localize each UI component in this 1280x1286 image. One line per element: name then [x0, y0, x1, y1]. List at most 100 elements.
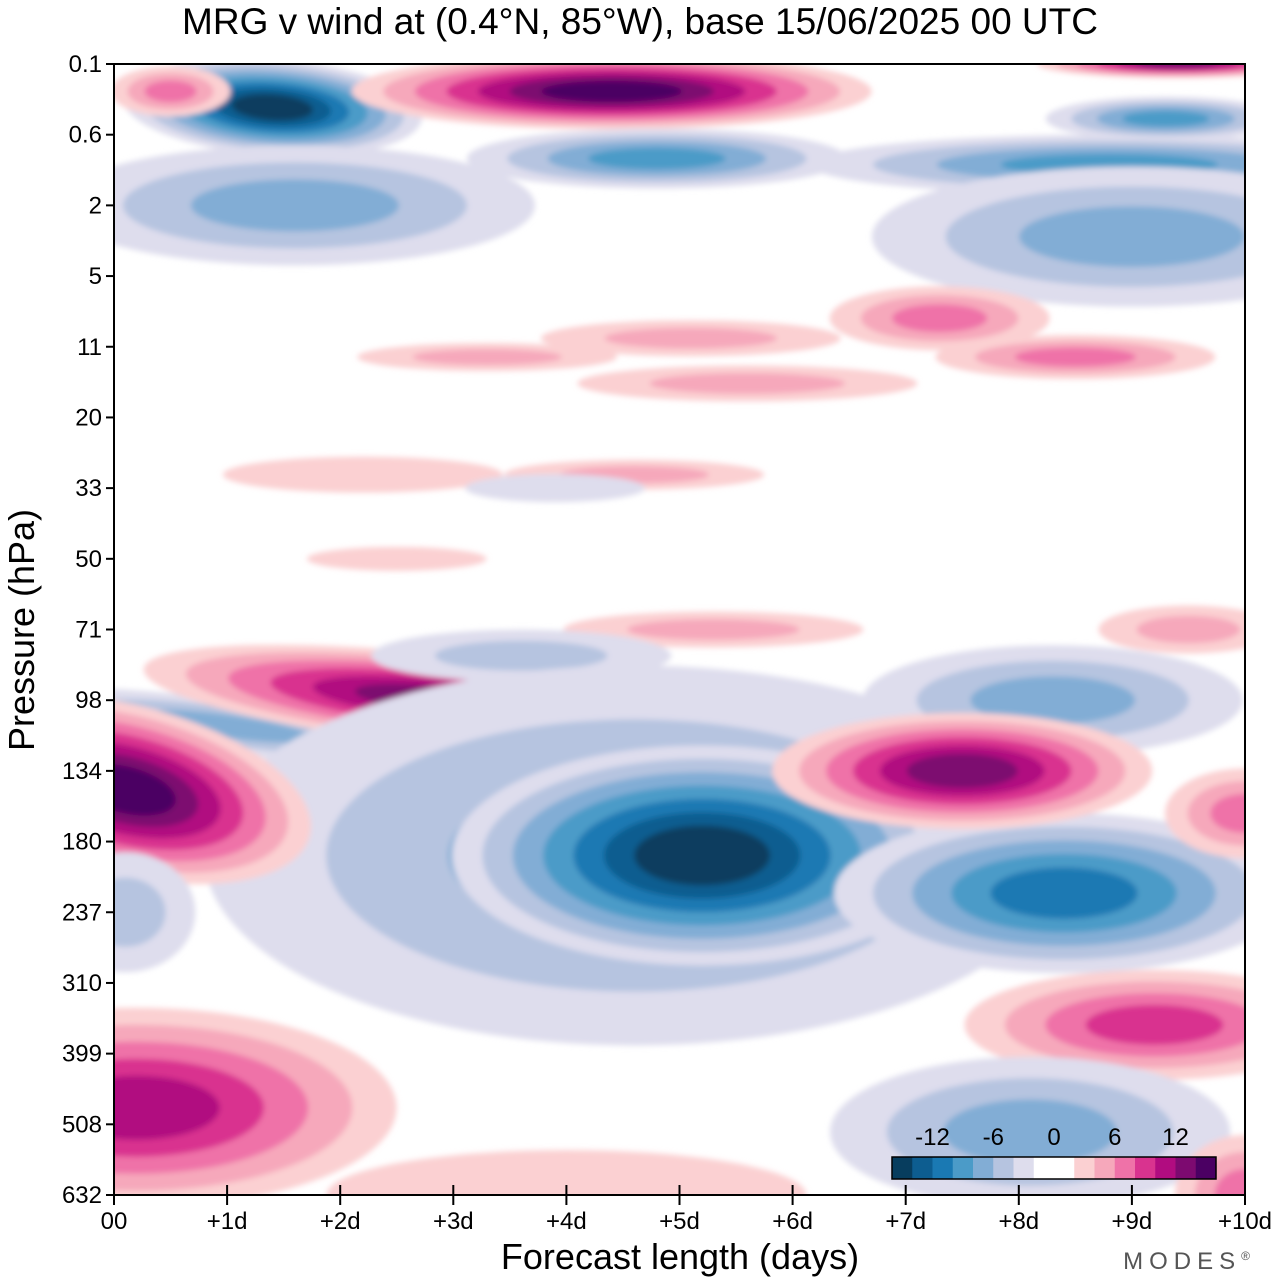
field-upper-left-blue-level [231, 94, 313, 121]
y-tick-label: 0.6 [69, 122, 102, 149]
colorbar-label: 0 [1047, 1124, 1060, 1151]
field-pink-50-level [306, 546, 487, 571]
colorbar-swatch [1033, 1157, 1055, 1179]
field-blue-1d-level [190, 179, 399, 232]
y-tick-label: 11 [77, 334, 102, 361]
field-pink-lower-mid [326, 1150, 807, 1195]
brand-logo: MODES® [1123, 1248, 1256, 1276]
field-pink-71-right-level [1136, 615, 1241, 644]
field-upper-blue-far-level [1122, 110, 1210, 127]
field-upper-blue-far [1045, 96, 1245, 141]
colorbar-label: 6 [1108, 1124, 1121, 1151]
field-pink-8d-level [1014, 347, 1137, 367]
field-positive-right-level [906, 753, 1018, 788]
field-upper-pink-left-level [144, 80, 197, 103]
field-upper-purple [351, 64, 872, 130]
plot-area [114, 64, 1245, 1195]
field-pink-71 [563, 611, 864, 648]
colorbar-swatch [952, 1157, 974, 1179]
colorbar-swatch [993, 1157, 1014, 1179]
colorbar-swatch [1054, 1157, 1075, 1179]
colorbar-swatch [1175, 1157, 1197, 1179]
field-positive-left [114, 695, 311, 885]
field-pink-5d [540, 320, 841, 357]
field-positive-lower-left [114, 1007, 397, 1195]
colorbar-swatch [1195, 1157, 1217, 1179]
colorbar-label: -6 [983, 1124, 1004, 1151]
y-tick-label: 237 [62, 899, 102, 926]
field-upper-right-purple [1037, 64, 1245, 78]
y-tick-label: 180 [62, 829, 102, 856]
y-tick-label: 2 [89, 192, 102, 219]
y-tick-label: 98 [75, 687, 102, 714]
y-tick-label: 310 [62, 970, 102, 997]
colorbar-swatch [973, 1157, 994, 1179]
field-pink-7d-level [891, 304, 988, 333]
field-pink-5d-b-level [649, 373, 846, 394]
y-tick-label: 0.1 [69, 51, 102, 78]
field-pink-2d [222, 456, 503, 493]
colorbar-swatch [1155, 1157, 1176, 1179]
colorbar-label: -12 [915, 1124, 950, 1151]
field-upper-pink-left [114, 66, 231, 117]
y-tick-label: 71 [75, 617, 102, 644]
field-upper-blue-mid-level [588, 147, 726, 170]
colorbar-swatch [1135, 1157, 1156, 1179]
field-upper-purple-level [541, 81, 683, 102]
y-axis: 0.1 0.6 2 5 11 20 33 50 71 98 134 180 237 310 399 508 63… [62, 51, 114, 1209]
colorbar-swatch [1074, 1157, 1095, 1179]
x-axis: 00 +1d +2d +3d +4d +5d +6d +7d +8d +9d +10d [101, 1185, 1272, 1235]
field-blue-lower-right-level [943, 1099, 1117, 1165]
x-tick-label: +8d [998, 1208, 1039, 1235]
field-positive-lower-right [964, 969, 1245, 1080]
x-tick-label: +2d [320, 1208, 361, 1235]
y-tick-label: 50 [75, 546, 102, 573]
y-tick-label: 632 [62, 1182, 102, 1209]
x-tick-label: +5d [659, 1208, 700, 1235]
colorbar-frame [891, 1156, 1217, 1180]
field-pink-7d [829, 286, 1050, 351]
field-blue-4d-level [465, 474, 646, 503]
field-blue-band-top-level [141, 709, 313, 743]
colorbar: -12 -6 0 6 12 [891, 1124, 1217, 1180]
colorbar-swatch [1094, 1157, 1116, 1179]
x-tick-label: +3d [433, 1208, 474, 1235]
colorbar-swatch [1114, 1157, 1136, 1179]
colorbar-swatch [912, 1157, 933, 1179]
y-tick-label: 20 [75, 404, 102, 431]
colorbar-swatch [892, 1157, 913, 1179]
colorbar-swatch [1013, 1157, 1035, 1179]
field-pink-8d [935, 335, 1216, 380]
x-tick-label: +9d [1112, 1208, 1153, 1235]
field-positive-left-level [114, 764, 176, 816]
x-tick-label: +6d [772, 1208, 813, 1235]
field-pink-right-edge [1165, 768, 1245, 859]
x-tick-label: 00 [101, 1208, 128, 1235]
chart-title: MRG v wind at (0.4°N, 85°W), base 15/06/… [182, 1, 1098, 42]
field-negative-right-level [990, 867, 1138, 919]
y-tick-label: 134 [62, 758, 102, 785]
x-tick-label: +7d [885, 1208, 926, 1235]
y-tick-label: 5 [89, 263, 102, 290]
field-blue-4d [465, 474, 646, 503]
field-negative-core-level [634, 825, 770, 886]
field-blue-237-level [114, 877, 166, 947]
field-pink-71-right [1098, 605, 1245, 654]
field-positive-lower-right-level [1085, 1004, 1224, 1045]
x-tick-label: +1d [207, 1208, 248, 1235]
y-tick-label: 399 [62, 1041, 102, 1068]
field-blue-8d-upper-level [970, 676, 1136, 725]
field-blue-9d-level [1019, 206, 1245, 267]
field-blue-237 [114, 852, 196, 973]
colorbar-label: 12 [1162, 1124, 1189, 1151]
x-tick-label: +10d [1218, 1208, 1272, 1235]
field-upper-right-purple-level [1136, 64, 1218, 69]
field-upper-blue-mid [466, 128, 847, 189]
field-pink-5d-b [577, 365, 918, 402]
x-axis-label: Forecast length (days) [500, 1236, 860, 1277]
field-pink-71-level [627, 619, 800, 640]
colorbar-swatch [932, 1157, 954, 1179]
y-tick-label: 508 [62, 1111, 102, 1138]
field-pink-5d-level [604, 327, 778, 349]
